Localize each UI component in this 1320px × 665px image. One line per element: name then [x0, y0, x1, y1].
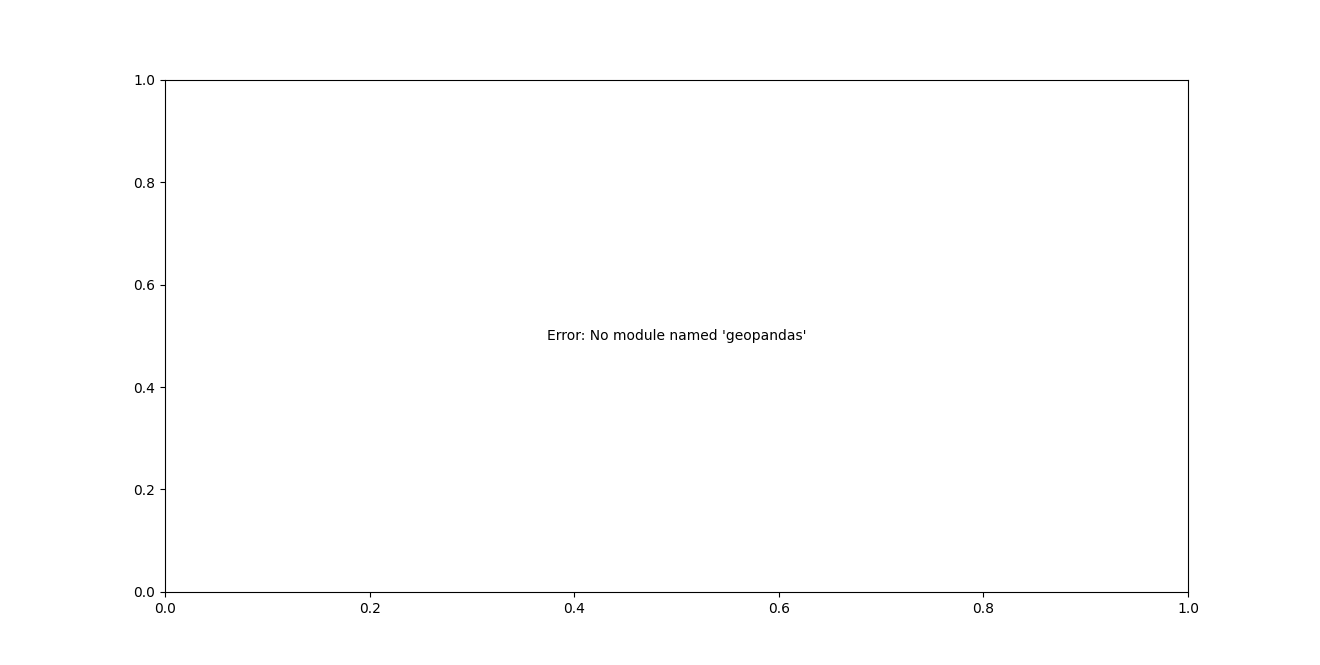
- Text: Error: No module named 'geopandas': Error: No module named 'geopandas': [546, 329, 807, 343]
